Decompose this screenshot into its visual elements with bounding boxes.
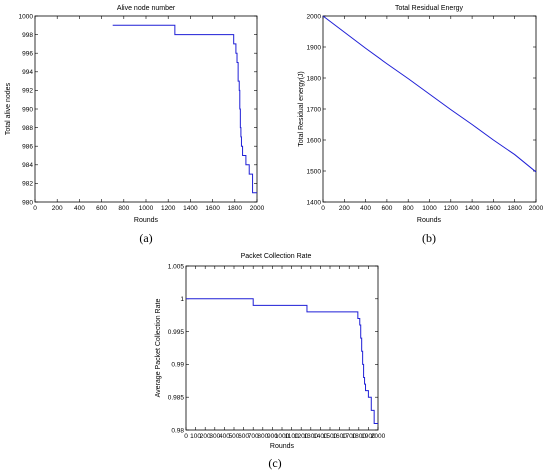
y-tick-label: 0.99 — [171, 362, 184, 369]
series-line — [322, 15, 537, 173]
y-tick-label: 0.985 — [168, 395, 185, 402]
x-tick-label: 600 — [238, 433, 249, 440]
panel-caption: (a) — [139, 231, 152, 245]
y-tick-label: 984 — [22, 162, 33, 169]
x-tick-label: 1600 — [486, 205, 501, 212]
x-tick-label: 1400 — [313, 433, 328, 440]
series-line — [112, 24, 257, 194]
x-tick-label: 1800 — [228, 205, 243, 212]
x-tick-label: 1100 — [285, 433, 299, 440]
y-tick-label: 994 — [22, 69, 33, 76]
x-tick-label: 1700 — [342, 433, 357, 440]
x-tick-label: 1300 — [304, 433, 319, 440]
plot-area — [185, 265, 379, 431]
panel-caption: (b) — [422, 231, 436, 245]
x-tick-label: 300 — [209, 433, 220, 440]
panel-caption: (c) — [268, 456, 281, 470]
chart-title: Alive node number — [117, 5, 176, 12]
x-tick-label: 1800 — [352, 433, 367, 440]
y-tick-label: 982 — [22, 181, 33, 188]
x-tick-label: 200 — [339, 205, 350, 212]
y-tick-label: 990 — [22, 106, 33, 113]
x-tick-label: 2000 — [250, 205, 265, 212]
x-tick-label: 400 — [360, 205, 371, 212]
x-tick-label: 800 — [257, 433, 268, 440]
x-tick-label: 2000 — [371, 433, 386, 440]
y-tick-label: 998 — [22, 32, 33, 39]
y-axis-label: Average Packet Collection Rate — [155, 299, 162, 398]
x-tick-label: 100 — [190, 433, 201, 440]
x-axis-label: Rounds — [270, 443, 295, 450]
y-axis-label: Total Residual energy(J) — [298, 71, 305, 146]
plot-area — [34, 15, 258, 203]
y-tick-label: 1900 — [307, 44, 322, 51]
x-tick-label: 1200 — [294, 433, 309, 440]
y-tick-label: 980 — [22, 199, 33, 206]
chart-title: Packet Collection Rate — [241, 253, 312, 260]
y-tick-label: 1700 — [307, 106, 322, 113]
x-tick-label: 1000 — [422, 205, 437, 212]
x-axis-label: Rounds — [134, 217, 159, 224]
plot-area — [322, 15, 537, 203]
x-tick-label: 500 — [229, 433, 240, 440]
x-tick-label: 1000 — [275, 433, 290, 440]
y-tick-label: 1600 — [307, 137, 322, 144]
x-tick-label: 0 — [321, 205, 325, 212]
chart-panel-c: Packet Collection Rate 0 1002003004005006… — [155, 253, 386, 470]
y-tick-label: 1800 — [307, 75, 322, 82]
chart-title: Total Residual Energy — [395, 5, 464, 12]
y-tick-label: 1500 — [307, 168, 322, 175]
x-tick-label: 200 — [52, 205, 63, 212]
x-tick-label: 1400 — [465, 205, 480, 212]
x-tick-label: 0 — [33, 205, 37, 212]
x-tick-label: 600 — [381, 205, 392, 212]
x-tick-label: 800 — [403, 205, 414, 212]
x-tick-label: 800 — [118, 205, 129, 212]
y-tick-label: 988 — [22, 125, 33, 132]
y-axis-label: Total alive nodes — [5, 82, 12, 135]
x-tick-label: 400 — [74, 205, 85, 212]
x-tick-label: 1400 — [183, 205, 198, 212]
x-tick-label: 600 — [96, 205, 107, 212]
x-tick-label: 200 — [200, 433, 211, 440]
x-tick-label: 1200 — [444, 205, 459, 212]
y-tick-label: 996 — [22, 51, 33, 58]
x-tick-label: 700 — [248, 433, 259, 440]
x-tick-label: 1000 — [139, 205, 154, 212]
x-tick-label: 900 — [267, 433, 278, 440]
y-tick-label: 992 — [22, 88, 33, 95]
x-tick-label: 1900 — [361, 433, 376, 440]
x-tick-label: 1200 — [161, 205, 176, 212]
y-tick-label: 0.98 — [171, 427, 184, 434]
y-tick-label: 1400 — [307, 199, 322, 206]
x-tick-label: 1800 — [507, 205, 522, 212]
x-axis-label: Rounds — [417, 217, 442, 224]
y-tick-label: 1 — [180, 296, 184, 303]
x-tick-label: 2000 — [529, 205, 544, 212]
marks: 0 100200300400500600700800900100011001200… — [168, 263, 386, 440]
x-tick-label: 1500 — [323, 433, 338, 440]
x-tick-label: 1600 — [332, 433, 347, 440]
x-tick-label: 0 — [184, 433, 188, 440]
chart-panel-a: Alive node number 0 200 400 600 800 1000 1200 1… — [5, 5, 265, 245]
y-tick-label: 1000 — [19, 13, 34, 20]
y-tick-label: 986 — [22, 144, 33, 151]
series-line — [186, 298, 378, 424]
marks: 0 200 400 600 800 1000 1200 1400 1600 1800 2000 140… — [307, 13, 544, 212]
y-tick-label: 1.005 — [168, 263, 185, 270]
chart-panel-b: Total Residual Energy 0 200 400 600 800 1000 1… — [298, 5, 544, 245]
x-tick-label: 1600 — [205, 205, 220, 212]
y-tick-label: 2000 — [307, 13, 322, 20]
x-tick-label: 400 — [219, 433, 230, 440]
marks: 0 200 400 600 800 1000 1200 1400 1600 1800 2000 980… — [19, 13, 265, 212]
y-tick-label: 0.995 — [168, 329, 185, 336]
